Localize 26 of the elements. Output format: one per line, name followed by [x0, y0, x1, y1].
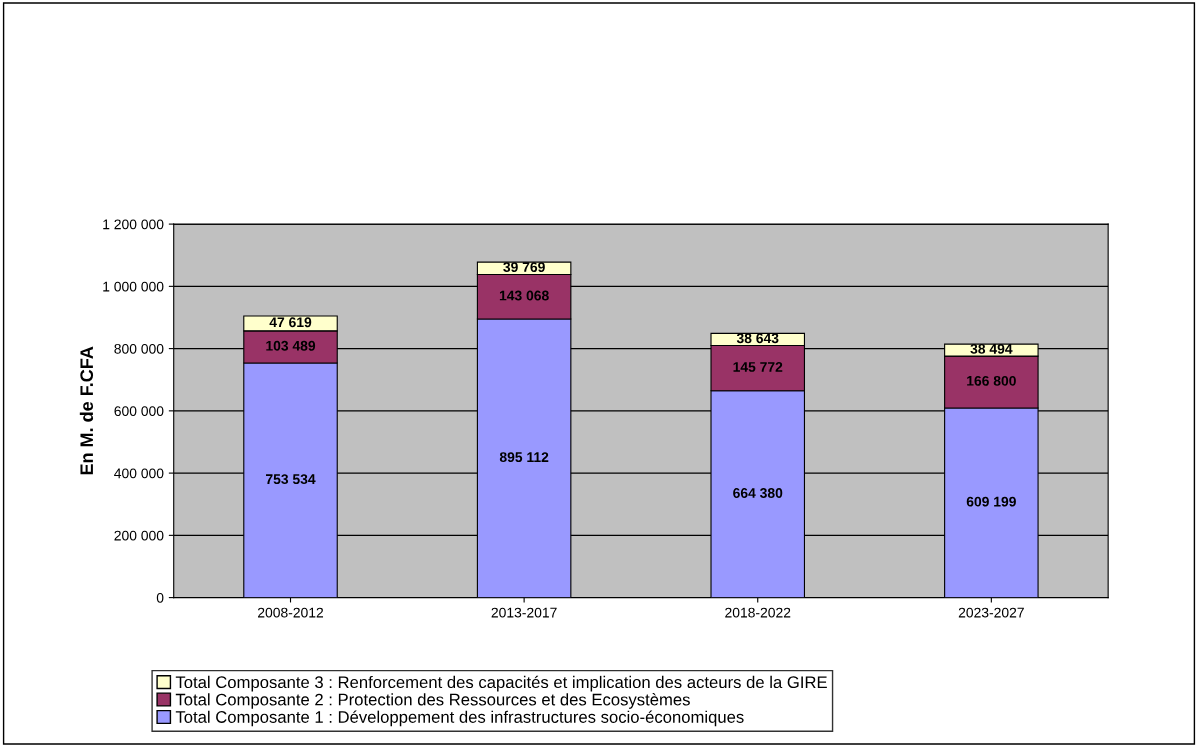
- data-label: 39 769: [503, 262, 545, 273]
- data-label: 609 199: [966, 496, 1016, 507]
- legend-label: Total Composante 1 : Développement des infrastructures socio-économiques: [175, 710, 744, 727]
- y-tick-label: 800 000: [114, 343, 164, 354]
- x-tick-label: 2023-2027: [958, 607, 1024, 618]
- x-tick-label: 2008-2012: [258, 607, 324, 618]
- data-label: 103 489: [266, 340, 316, 351]
- x-tick-label: 2018-2022: [725, 607, 791, 618]
- data-label: 166 800: [967, 375, 1016, 386]
- legend-label: Total Composante 2 : Protection des Ressources et des Ecosystèmes: [175, 693, 690, 709]
- y-tick-label: 1 000 000: [103, 281, 164, 292]
- data-label: 753 534: [266, 474, 316, 485]
- data-label: 145 772: [733, 362, 783, 372]
- data-label: 38 494: [970, 343, 1013, 354]
- x-tick-label: 2013-2017: [491, 607, 557, 618]
- y-tick-label: 0: [156, 592, 164, 603]
- data-label: 47 619: [269, 317, 312, 328]
- y-tick-label: 600 000: [114, 406, 164, 417]
- legend-label: Total Composante 3 : Renforcement des capacités et implication des acteurs de la GIRE: [175, 675, 827, 692]
- y-tick-label: 1 200 000: [103, 219, 164, 230]
- y-tick-label: 400 000: [114, 468, 164, 479]
- y-axis-title: En M. de F.CFA: [79, 346, 94, 475]
- data-label: 895 112: [499, 452, 549, 463]
- data-label: 143 068: [499, 290, 549, 301]
- y-tick-label: 200 000: [114, 530, 164, 541]
- data-label: 664 380: [733, 488, 783, 498]
